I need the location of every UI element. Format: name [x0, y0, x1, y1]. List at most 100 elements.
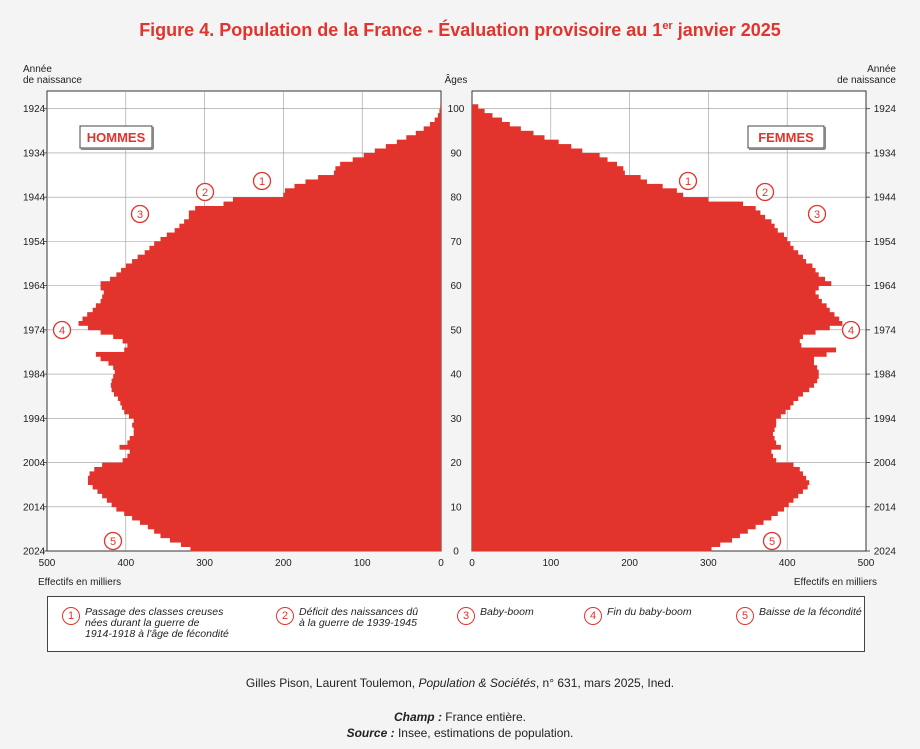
bar-men [113, 374, 441, 379]
bar-women [472, 201, 744, 207]
bar-women [472, 312, 835, 317]
bar-women [472, 365, 818, 371]
bar-women [472, 206, 756, 211]
bar-men [284, 188, 441, 194]
birth-year-tick-left: 1974 [23, 325, 46, 336]
x-tick-label-women: 300 [700, 558, 717, 569]
bar-men [100, 281, 442, 287]
bar-women [472, 108, 485, 114]
bar-women [472, 409, 786, 415]
birth-year-tick-left: 1984 [23, 370, 46, 381]
bar-women [472, 298, 822, 304]
bar-women [472, 436, 775, 441]
bar-women [472, 462, 794, 468]
bar-women [472, 466, 800, 472]
bar-women [472, 542, 721, 547]
bar-men [94, 466, 441, 472]
x-tick-label-women: 200 [621, 558, 638, 569]
birth-year-tick-left: 1934 [23, 148, 46, 159]
bar-women [472, 210, 761, 216]
bar-men [95, 351, 441, 357]
bar-men [139, 520, 441, 525]
legend-text-3: Baby-boom [480, 606, 534, 618]
bar-men [434, 117, 441, 123]
bar-men [122, 338, 441, 344]
bar-women [472, 170, 625, 176]
annotation-number: 1 [259, 176, 265, 188]
x-tick-label-men: 200 [275, 558, 292, 569]
bar-men [129, 436, 442, 441]
birth-year-header-right-1: Année [867, 64, 896, 75]
men-label-box: HOMMES [79, 125, 154, 150]
bar-women [472, 183, 663, 189]
x-tick-label-women: 500 [858, 558, 875, 569]
legend-text-4: Fin du baby-boom [607, 606, 692, 618]
bar-men [87, 325, 441, 331]
birth-year-tick-right: 2014 [874, 502, 897, 513]
bar-men [190, 546, 441, 552]
bar-women [472, 139, 559, 145]
bar-women [472, 148, 583, 154]
bar-men [439, 108, 441, 114]
bar-women [472, 321, 843, 326]
legend-text-5: Baisse de la fécondité [759, 606, 862, 618]
bar-women [472, 232, 785, 238]
bar-women [472, 378, 818, 384]
x-tick-label-women: 400 [779, 558, 796, 569]
bar-women [472, 493, 799, 499]
birth-year-tick-left: 1994 [23, 414, 46, 425]
bar-women [472, 259, 807, 264]
bar-men [97, 489, 441, 494]
bar-women [472, 214, 766, 220]
bar-men [102, 294, 441, 300]
bar-men [127, 440, 441, 446]
birth-year-tick-left: 1944 [23, 193, 46, 204]
bar-men [100, 329, 442, 335]
bar-women [472, 387, 810, 393]
bar-men [111, 387, 441, 393]
bar-women [472, 497, 794, 503]
annotation-number: 2 [762, 187, 768, 199]
birth-year-tick-left: 1924 [23, 104, 46, 115]
bar-women [472, 161, 617, 167]
annotation-number: 3 [137, 209, 143, 221]
bar-women [472, 405, 791, 410]
birth-year-tick-right: 2024 [874, 547, 897, 558]
ages-header: Âges [445, 73, 468, 86]
bar-men [132, 259, 441, 264]
bar-men [121, 267, 442, 273]
birth-year-tick-right: 1954 [874, 237, 897, 248]
x-tick-label-men: 300 [196, 558, 213, 569]
bar-women [472, 126, 521, 132]
bar-women [472, 303, 827, 309]
annotation-circle [252, 171, 272, 191]
age-tick-label: 30 [450, 414, 462, 425]
women-label: FEMMES [758, 130, 814, 145]
bar-men [87, 312, 442, 317]
bar-men [318, 175, 441, 180]
bar-women [472, 228, 778, 233]
bar-women [472, 502, 789, 508]
bar-men [154, 528, 441, 534]
bar-men [111, 378, 441, 384]
bar-men [119, 444, 441, 450]
bar-women [472, 179, 647, 185]
bar-women [472, 290, 816, 295]
bar-women [472, 250, 799, 256]
bar-women [472, 316, 840, 322]
bar-men [113, 391, 441, 397]
bar-men [111, 502, 441, 508]
bar-men [132, 422, 441, 428]
bar-women [472, 480, 810, 486]
bar-men [113, 334, 441, 340]
annotation-number: 4 [59, 325, 65, 337]
bar-women [472, 422, 777, 428]
bar-women [472, 121, 510, 127]
bar-men [106, 497, 441, 503]
bar-men [195, 206, 441, 211]
bar-men [232, 197, 441, 202]
bar-women [472, 113, 493, 118]
bar-men [120, 400, 441, 406]
bar-women [472, 325, 830, 331]
